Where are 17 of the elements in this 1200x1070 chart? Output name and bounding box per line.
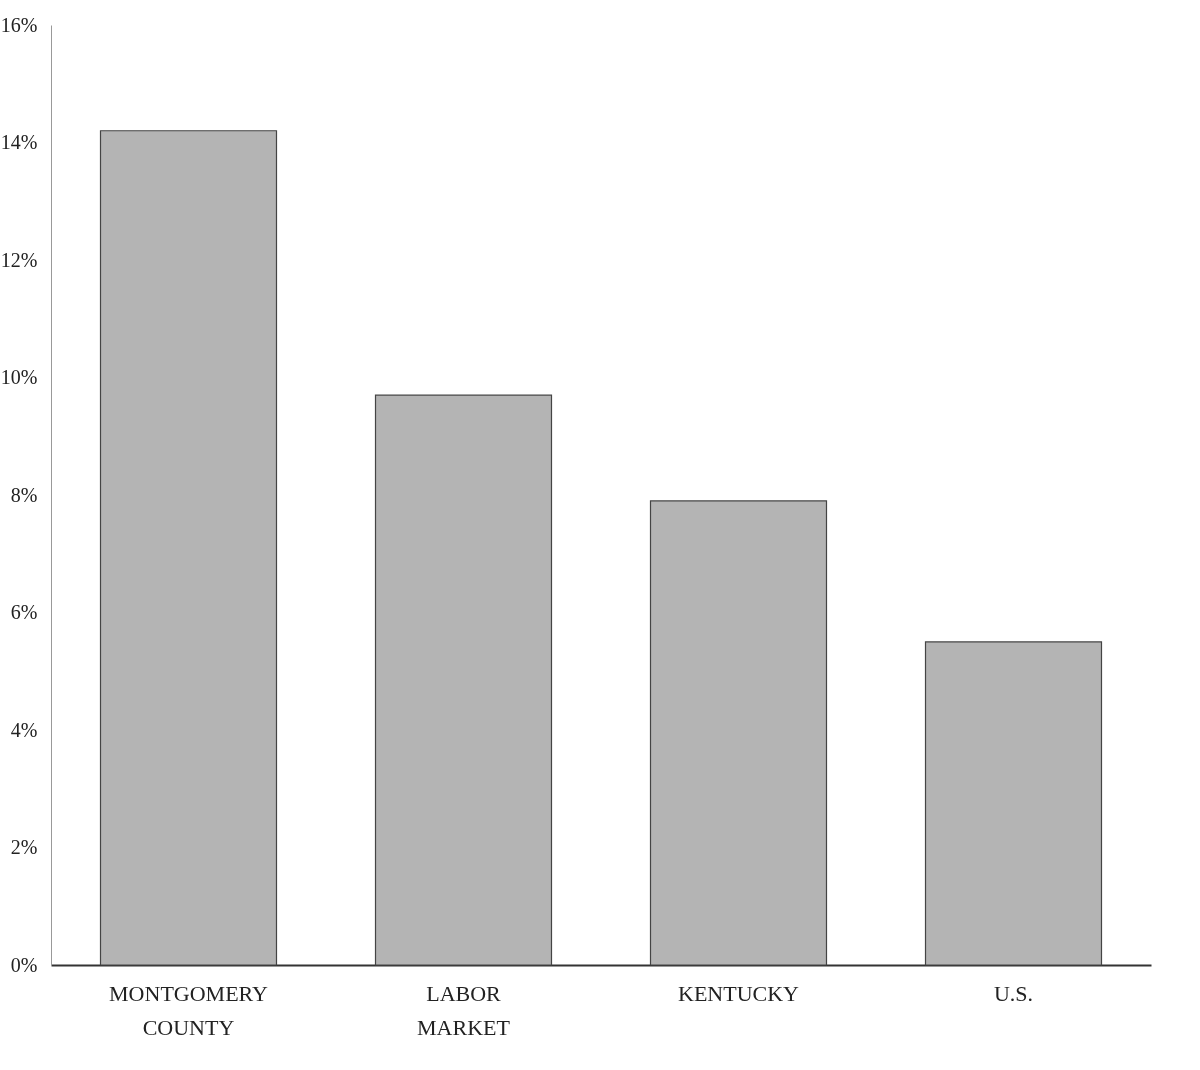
bar bbox=[374, 394, 553, 966]
x-tick-label: U.S. bbox=[993, 980, 1034, 1006]
y-tick-label: 8% bbox=[10, 483, 38, 506]
y-tick-label: 0% bbox=[10, 953, 38, 976]
bar bbox=[99, 130, 278, 966]
x-tick-label: KENTUCKY bbox=[678, 980, 800, 1006]
y-tick-label: 14% bbox=[0, 131, 38, 153]
y-tick-label: 10% bbox=[0, 366, 38, 388]
bar bbox=[649, 500, 828, 966]
y-tick-label: 12% bbox=[0, 248, 38, 271]
x-tick-label: MONTGOMERY COUNTY bbox=[109, 980, 269, 1040]
y-tick-label: 6% bbox=[10, 601, 38, 623]
y-tick-label: 16% bbox=[0, 13, 38, 36]
y-tick-label: 2% bbox=[10, 836, 38, 858]
bar bbox=[924, 641, 1103, 966]
x-tick-label: LABOR MARKET bbox=[417, 980, 511, 1040]
y-tick-label: 4% bbox=[10, 718, 38, 741]
